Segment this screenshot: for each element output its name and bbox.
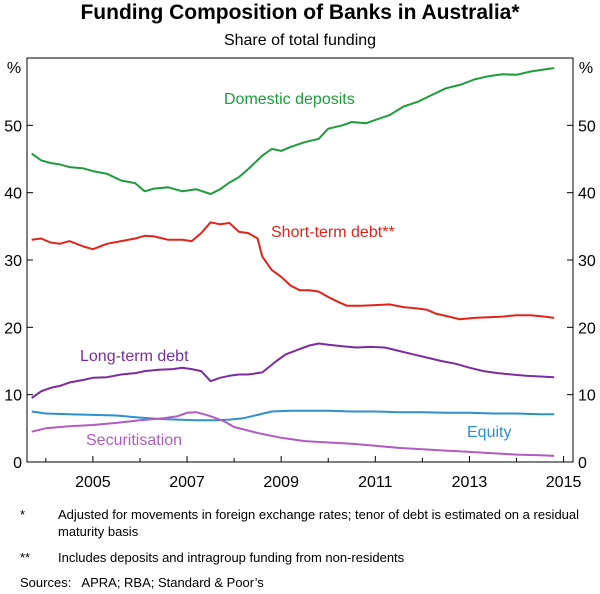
series-line-equity (31, 409, 555, 422)
y-tick-label-left-5: 50 (4, 118, 22, 135)
footnote-1-mark: * (20, 507, 26, 522)
series-line-domestic-deposits (31, 67, 555, 195)
y-tick-label-right-3: 30 (578, 253, 596, 270)
chart-subtitle: Share of total funding (223, 32, 377, 49)
y-tick-label-right-0: 0 (578, 455, 587, 472)
x-tick-label-3: 2011 (358, 474, 393, 491)
sources: Sources: APRA; RBA; Standard & Poor’s (20, 575, 264, 590)
y-tick-label-left-1: 10 (4, 388, 22, 405)
series-label-domestic-deposits: Domestic deposits (224, 91, 355, 108)
chart-title: Funding Composition of Banks in Australi… (80, 1, 520, 24)
y-tick-label-left-0: 0 (13, 455, 22, 472)
footnote-2-text: Includes deposits and intragroup funding… (58, 550, 405, 565)
series-label-equity: Equity (467, 424, 511, 441)
y-tick-label-right-5: 50 (578, 118, 596, 135)
footnote-2-mark: ** (20, 550, 31, 565)
plot-frame (26, 57, 574, 463)
y-unit-left: % (7, 60, 21, 77)
y-tick-label-left-2: 20 (4, 320, 22, 337)
series-line-securitisation (31, 411, 555, 457)
axis-ticks: 0 0 10 10 20 20 30 30 40 40 50 50 2005 2007 2009 2011 20… (4, 118, 596, 491)
x-tick-label-4: 2013 (452, 474, 488, 491)
y-tick-label-left-4: 40 (4, 186, 22, 203)
x-tick-label-5: 2015 (546, 474, 582, 491)
y-unit-right: % (579, 60, 593, 77)
y-tick-label-left-3: 30 (4, 253, 22, 270)
y-tick-label-right-2: 20 (578, 320, 596, 337)
footnote-1-text: Adjusted for movements in foreign exchan… (58, 507, 580, 539)
y-tick-label-right-1: 10 (578, 388, 596, 405)
y-tick-label-right-4: 40 (578, 186, 596, 203)
series-label-securitisation: Securitisation (86, 432, 182, 449)
series-label-long-term-debt: Long-term debt (80, 348, 189, 365)
series-lines (31, 67, 555, 457)
series-line-short-term-debt (31, 221, 555, 321)
series-label-short-term-debt: Short-term debt** (271, 224, 395, 241)
x-tick-label-2: 2009 (263, 474, 299, 491)
x-tick-label-1: 2007 (169, 474, 205, 491)
x-tick-label-0: 2005 (75, 474, 111, 491)
series-line-long-term-debt (31, 342, 555, 399)
